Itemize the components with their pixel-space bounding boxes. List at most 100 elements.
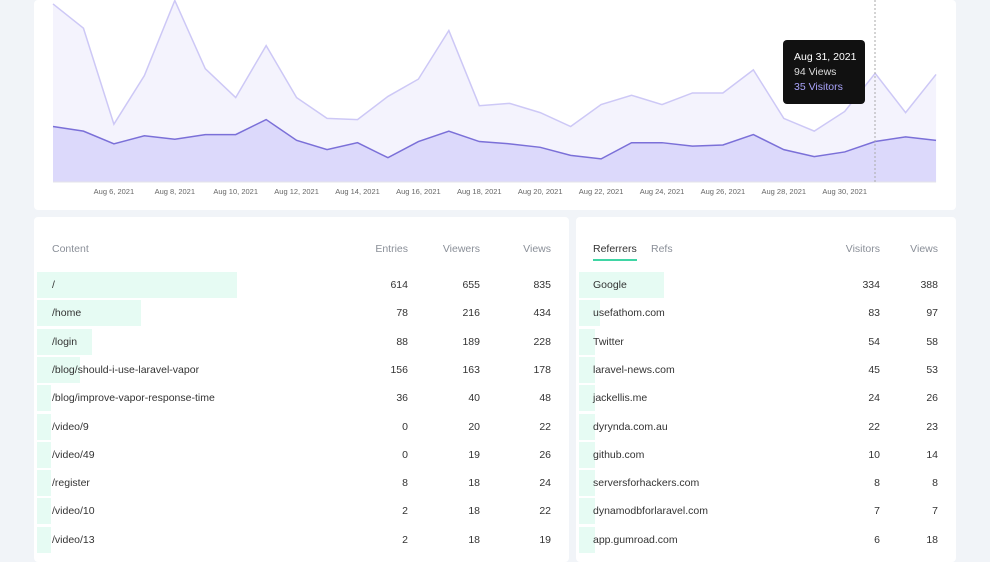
x-tick-label: Aug 8, 2021 (155, 187, 195, 196)
row-bar (37, 300, 141, 327)
line (52, 118, 937, 160)
referrer: dyrynda.com.au (593, 420, 668, 433)
line (52, 0, 937, 132)
referrers-panel: Referrers Refs Visitors Views Google 334 388 us… (576, 217, 956, 562)
cell-number: 2 (402, 533, 408, 546)
referrer: jackellis.me (593, 392, 648, 405)
x-tick-label: Aug 12, 2021 (274, 187, 319, 196)
row-bar (579, 498, 595, 525)
cell-number: 18 (468, 505, 480, 518)
row-bar (579, 385, 595, 412)
page-path: /blog/should-i-use-laravel-vapor (52, 363, 200, 376)
x-tick-label: Aug 10, 2021 (213, 187, 258, 196)
cell-number: 216 (462, 307, 480, 320)
cell-number: 20 (468, 420, 480, 433)
cell-number: 0 (402, 448, 408, 461)
row-bar (37, 356, 80, 383)
cell-number: 45 (868, 363, 880, 376)
row-bar (37, 498, 51, 525)
cell-number: 228 (533, 335, 551, 348)
x-tick-label: Aug 16, 2021 (396, 187, 441, 196)
page-path: /video/13 (52, 533, 95, 546)
chart: Aug 6, 2021 Aug 8, 2021 Aug 10, 2021 Aug 12… (52, 0, 937, 196)
x-tick-label: Aug 22, 2021 (579, 187, 624, 196)
tooltip-title: Aug 31, 2021 (794, 51, 857, 63)
column-header: Viewers (442, 243, 480, 255)
x-tick-label: Aug 20, 2021 (518, 187, 563, 196)
tab[interactable]: Refs (651, 243, 673, 255)
cell-number: 6 (874, 533, 880, 546)
column-header: Content (52, 243, 89, 255)
column-header: Views (910, 243, 938, 255)
row-bar (579, 272, 664, 298)
cell-number: 78 (396, 307, 408, 320)
cell-number: 19 (468, 448, 480, 461)
area (53, 119, 937, 182)
x-tick-label: Aug 6, 2021 (94, 187, 134, 196)
cell-number: 36 (396, 392, 408, 405)
referrer: Google (593, 279, 627, 291)
row-bar (37, 526, 51, 553)
tooltip-line: 94 Views (794, 66, 837, 78)
chart-panel: Aug 6, 2021 Aug 8, 2021 Aug 10, 2021 Aug 12… (34, 0, 956, 210)
cell-number: 40 (468, 392, 480, 405)
row-bar (579, 328, 595, 355)
page-path: /video/9 (52, 420, 89, 433)
cell-number: 24 (868, 392, 880, 405)
cell-number: 156 (390, 363, 408, 376)
cell-number: 8 (874, 477, 880, 490)
cell-number: 0 (402, 420, 408, 433)
column-header: Visitors (845, 243, 880, 255)
tooltip: Aug 31, 2021 94 Views 35 Visitors (783, 40, 865, 104)
referrer: github.com (593, 448, 645, 461)
tab-underline (593, 259, 637, 261)
cell-number: 835 (533, 279, 551, 291)
row-bar (37, 328, 92, 355)
cell-number: 83 (868, 307, 880, 320)
row-bar (37, 385, 51, 412)
cell-number: 58 (926, 335, 938, 348)
page-path: /video/10 (52, 505, 95, 518)
cell-number: 54 (868, 335, 880, 348)
cell-number: 24 (539, 477, 551, 490)
cell-number: 26 (926, 392, 938, 405)
cell-number: 655 (462, 279, 480, 291)
page-path: / (52, 279, 55, 291)
cell-number: 10 (868, 448, 880, 461)
referrer: dynamodbforlaravel.com (593, 505, 708, 518)
cell-number: 22 (868, 420, 880, 433)
column-header: Views (523, 243, 551, 255)
cell-number: 14 (926, 448, 938, 461)
cell-number: 53 (926, 363, 938, 376)
tab[interactable]: Referrers (593, 243, 637, 255)
referrer: laravel-news.com (593, 363, 675, 376)
row-bar (37, 441, 51, 468)
x-tick-label: Aug 24, 2021 (640, 187, 685, 196)
x-tick-label: Aug 26, 2021 (701, 187, 746, 196)
cell-number: 388 (920, 279, 938, 291)
page-path: /login (52, 335, 78, 348)
cell-number: 8 (932, 477, 938, 490)
x-tick-label: Aug 30, 2021 (822, 187, 867, 196)
cell-number: 7 (874, 505, 880, 518)
row-bar (37, 272, 237, 298)
cell-number: 163 (462, 363, 480, 376)
cell-number: 18 (468, 477, 480, 490)
cell-number: 8 (402, 477, 408, 490)
row-bar (579, 470, 595, 497)
referrer: app.gumroad.com (593, 533, 678, 546)
column-header: Entries (375, 243, 408, 255)
cell-number: 178 (533, 363, 551, 376)
x-tick-label: Aug 18, 2021 (457, 187, 502, 196)
cell-number: 19 (539, 533, 551, 546)
page-path: /blog/improve-vapor-response-time (52, 392, 215, 405)
referrer: Twitter (593, 335, 624, 348)
page-path: /register (52, 477, 90, 490)
cell-number: 2 (402, 505, 408, 518)
tooltip-line: 35 Visitors (794, 81, 843, 93)
cell-number: 18 (926, 533, 938, 546)
cell-number: 434 (533, 307, 551, 320)
row-bar (579, 441, 595, 468)
cell-number: 614 (390, 279, 408, 291)
